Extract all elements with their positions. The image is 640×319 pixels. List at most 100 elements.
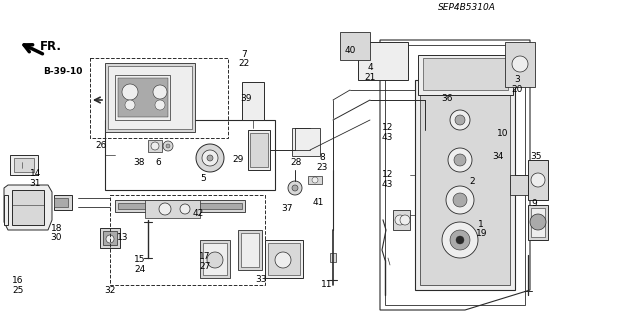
Polygon shape xyxy=(118,78,168,117)
Text: 41: 41 xyxy=(313,198,324,207)
Text: 40: 40 xyxy=(345,46,356,55)
Text: 13: 13 xyxy=(117,233,129,242)
Text: 32: 32 xyxy=(104,286,116,295)
Text: 5: 5 xyxy=(201,174,206,182)
Polygon shape xyxy=(292,128,320,156)
Polygon shape xyxy=(200,240,230,278)
Polygon shape xyxy=(125,100,135,110)
Text: 14
31: 14 31 xyxy=(29,169,41,188)
Text: 34: 34 xyxy=(492,152,504,161)
Text: SEP4B5310A: SEP4B5310A xyxy=(438,3,496,12)
Polygon shape xyxy=(453,193,467,207)
Polygon shape xyxy=(196,144,224,172)
Text: 3
20: 3 20 xyxy=(511,75,523,94)
Polygon shape xyxy=(122,84,138,100)
Polygon shape xyxy=(455,115,465,125)
Polygon shape xyxy=(155,100,165,110)
Text: 11: 11 xyxy=(321,280,332,289)
Text: 39: 39 xyxy=(241,94,252,103)
Polygon shape xyxy=(151,142,159,150)
Polygon shape xyxy=(54,195,72,210)
Polygon shape xyxy=(528,205,548,240)
Text: 18
30: 18 30 xyxy=(51,224,62,242)
Polygon shape xyxy=(115,200,245,212)
Polygon shape xyxy=(358,42,408,80)
Polygon shape xyxy=(308,176,322,184)
Polygon shape xyxy=(207,252,223,268)
Polygon shape xyxy=(530,214,546,230)
Text: 16
25: 16 25 xyxy=(12,276,24,295)
Polygon shape xyxy=(180,204,190,214)
Polygon shape xyxy=(340,32,370,60)
Text: 9: 9 xyxy=(532,199,537,208)
Text: 15
24: 15 24 xyxy=(134,256,145,274)
Polygon shape xyxy=(166,144,170,148)
Text: 29: 29 xyxy=(232,155,244,164)
Polygon shape xyxy=(450,230,470,250)
Polygon shape xyxy=(148,140,162,152)
Polygon shape xyxy=(202,150,218,166)
Text: 4
21: 4 21 xyxy=(364,63,376,82)
Text: 7
22: 7 22 xyxy=(239,50,250,68)
Polygon shape xyxy=(400,215,410,225)
Polygon shape xyxy=(100,228,120,248)
Polygon shape xyxy=(4,185,52,230)
Polygon shape xyxy=(145,200,200,218)
Polygon shape xyxy=(163,141,173,151)
Polygon shape xyxy=(203,243,227,275)
Text: 2: 2 xyxy=(470,177,475,186)
Polygon shape xyxy=(423,58,508,90)
Text: 28: 28 xyxy=(290,158,301,167)
Polygon shape xyxy=(531,208,545,237)
Polygon shape xyxy=(512,56,528,72)
Polygon shape xyxy=(241,233,259,267)
Polygon shape xyxy=(250,133,268,167)
Polygon shape xyxy=(54,198,68,207)
Text: 33: 33 xyxy=(255,275,267,284)
Polygon shape xyxy=(238,230,262,270)
Text: 42: 42 xyxy=(193,209,204,218)
Text: 26: 26 xyxy=(95,141,107,150)
Polygon shape xyxy=(159,203,171,215)
Polygon shape xyxy=(393,210,410,230)
Polygon shape xyxy=(275,252,291,268)
Polygon shape xyxy=(105,63,195,132)
Polygon shape xyxy=(207,155,213,161)
Polygon shape xyxy=(510,175,528,195)
Polygon shape xyxy=(12,190,44,225)
Polygon shape xyxy=(242,82,264,120)
Text: 1
19: 1 19 xyxy=(476,220,487,238)
Text: 10: 10 xyxy=(497,129,508,138)
Polygon shape xyxy=(448,148,472,172)
Polygon shape xyxy=(4,195,8,225)
Text: FR.: FR. xyxy=(40,41,62,54)
Polygon shape xyxy=(442,222,478,258)
Polygon shape xyxy=(505,42,535,87)
Text: 17
27: 17 27 xyxy=(199,252,211,271)
Polygon shape xyxy=(10,155,38,175)
Polygon shape xyxy=(531,173,545,187)
Polygon shape xyxy=(14,158,34,172)
Polygon shape xyxy=(248,130,270,170)
Text: 12
43: 12 43 xyxy=(381,123,393,142)
Text: 12
43: 12 43 xyxy=(381,170,393,189)
Polygon shape xyxy=(456,236,464,244)
Polygon shape xyxy=(268,243,300,275)
Polygon shape xyxy=(420,85,510,285)
Text: 38: 38 xyxy=(134,158,145,167)
Polygon shape xyxy=(450,110,470,130)
Polygon shape xyxy=(330,253,336,262)
Polygon shape xyxy=(292,185,298,191)
Text: 35: 35 xyxy=(531,152,542,161)
Polygon shape xyxy=(108,66,192,129)
Polygon shape xyxy=(153,85,167,99)
Text: B-39-10: B-39-10 xyxy=(43,67,83,76)
Polygon shape xyxy=(312,177,318,183)
Text: 36: 36 xyxy=(441,94,452,103)
Polygon shape xyxy=(288,181,302,195)
Polygon shape xyxy=(395,215,405,225)
Text: 8
23: 8 23 xyxy=(316,153,328,172)
Polygon shape xyxy=(418,55,513,95)
Polygon shape xyxy=(528,160,548,200)
Text: 6: 6 xyxy=(156,158,161,167)
